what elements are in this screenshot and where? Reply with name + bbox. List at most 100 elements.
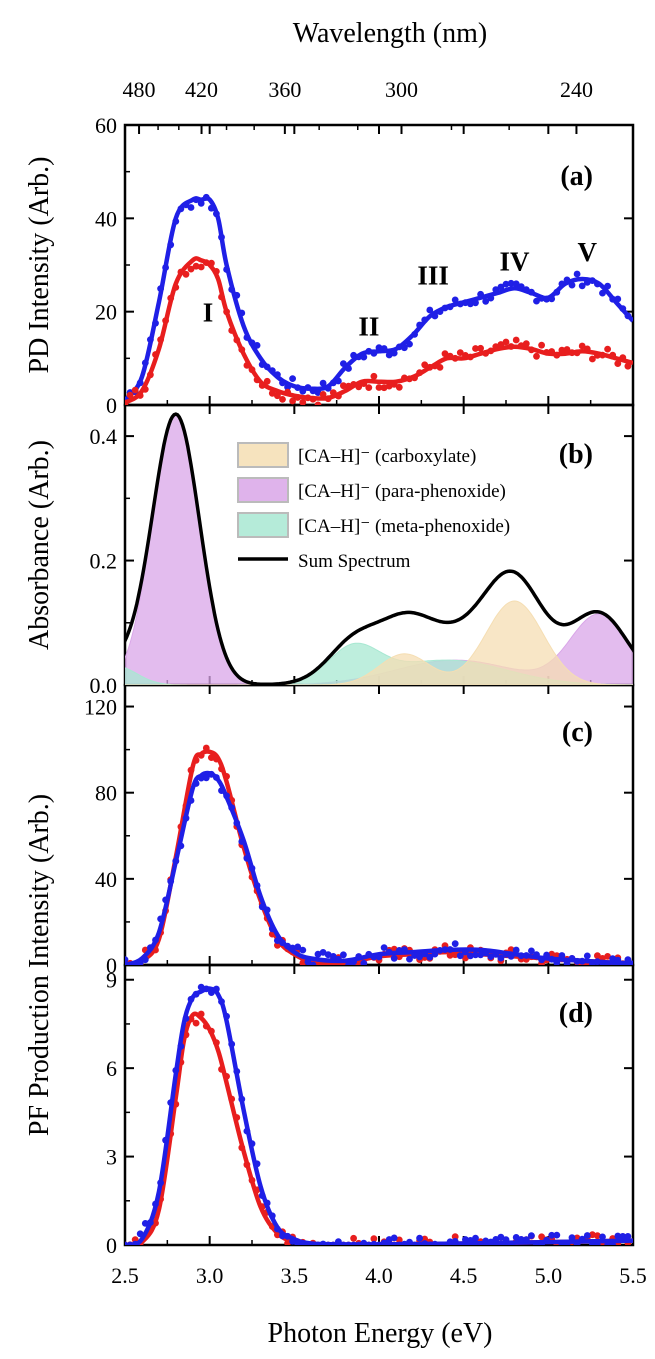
y-tick-label: 3 — [106, 1145, 117, 1170]
blue-data-point — [192, 196, 200, 204]
blue-data-point — [177, 205, 185, 213]
red-data-point — [390, 381, 398, 388]
blue-data-point — [589, 277, 596, 284]
blue-data-point — [380, 345, 388, 352]
blue-data-point — [365, 1241, 373, 1245]
y-tick-label: 0.2 — [90, 549, 118, 574]
red-data-point — [202, 744, 210, 752]
blue-data-point — [126, 961, 134, 965]
blue-data-point — [177, 1042, 185, 1050]
blue-data-point — [304, 958, 312, 965]
top-tick-label: 360 — [268, 77, 301, 102]
blue-data-point — [512, 946, 520, 954]
blue-data-point — [157, 915, 165, 923]
blue-data-point — [436, 947, 444, 954]
blue-data-point — [157, 285, 165, 292]
blue-data-point — [243, 1127, 251, 1135]
red-data-point — [253, 376, 261, 384]
blue-data-point — [284, 383, 291, 391]
blue-data-point — [162, 264, 170, 271]
blue-data-point — [614, 295, 622, 303]
peak-label-IV: IV — [499, 246, 530, 276]
blue-data-point — [253, 342, 261, 349]
blue-data-point — [441, 946, 449, 953]
legend-label-3: Sum Spectrum — [298, 551, 411, 572]
red-data-point — [517, 342, 525, 350]
blue-data-point — [395, 1241, 403, 1245]
blue-data-point — [568, 281, 576, 289]
blue-data-point — [238, 1095, 246, 1103]
y-tick-label: 0.0 — [90, 673, 118, 698]
blue-data-point — [502, 1236, 510, 1244]
blue-data-point — [497, 954, 505, 962]
blue-data-point — [609, 1241, 617, 1245]
blue-data-point — [441, 1241, 449, 1245]
blue-data-point — [578, 1235, 586, 1243]
blue-data-point — [274, 937, 281, 944]
blue-data-point — [548, 1231, 556, 1239]
blue-data-point — [609, 295, 617, 303]
panel-b-components — [125, 412, 633, 685]
blue-data-point — [172, 1067, 180, 1074]
red-data-point — [451, 1233, 459, 1241]
blue-data-point — [126, 1241, 134, 1245]
blue-data-point — [335, 1238, 342, 1245]
blue-data-point — [624, 956, 632, 964]
blue-data-point — [253, 1160, 261, 1168]
red-data-point — [218, 293, 225, 301]
blue-data-point — [472, 951, 479, 959]
blue-data-point — [162, 896, 170, 904]
blue-data-point — [416, 321, 423, 329]
y-tick-label: 80 — [95, 781, 117, 806]
blue-data-point — [385, 948, 393, 956]
blue-data-point — [192, 780, 200, 787]
red-data-point — [406, 375, 413, 383]
blue-data-point — [446, 303, 454, 311]
red-data-point — [441, 350, 449, 358]
red-data-point — [279, 396, 286, 403]
x-tick-label: 5.5 — [619, 1263, 647, 1288]
blue-data-point — [482, 298, 490, 305]
blue-data-point — [477, 1241, 484, 1245]
red-data-point — [401, 374, 408, 382]
blue-data-point — [380, 944, 388, 951]
blue-data-point — [360, 353, 368, 361]
blue-data-point — [380, 1239, 388, 1245]
red-data-point — [187, 265, 195, 273]
blue-data-point — [208, 989, 215, 996]
red-data-point — [431, 362, 439, 370]
red-data-point — [182, 1031, 190, 1039]
blue-data-point — [553, 288, 561, 296]
blue-data-point — [350, 958, 357, 965]
red-data-point — [233, 336, 241, 344]
blue-data-point — [136, 1230, 144, 1238]
blue-data-point — [563, 276, 571, 284]
blue-data-point — [238, 838, 246, 845]
blue-fit-line — [125, 986, 633, 1245]
red-data-point — [619, 354, 627, 362]
blue-data-point — [218, 233, 225, 241]
blue-data-point — [335, 377, 342, 385]
blue-data-point — [309, 961, 317, 965]
blue-data-point — [614, 1232, 622, 1240]
y-tick-label: 9 — [106, 968, 117, 993]
blue-data-point — [125, 956, 129, 963]
blue-data-point — [202, 774, 210, 782]
red-data-point — [395, 1236, 403, 1244]
legend-label-0: [CA–H]⁻ (carboxylate) — [298, 446, 476, 467]
blue-data-point — [263, 1199, 271, 1207]
blue-data-point — [573, 957, 581, 965]
blue-data-point — [436, 1241, 444, 1245]
blue-data-point — [136, 379, 144, 387]
blue-data-point — [411, 331, 418, 338]
blue-data-point — [583, 279, 591, 286]
red-data-point — [213, 1039, 220, 1046]
blue-data-point — [289, 944, 296, 952]
blue-data-point — [152, 319, 159, 327]
red-data-point — [416, 369, 423, 377]
blue-data-point — [243, 854, 251, 862]
red-data-point — [360, 380, 368, 387]
blue-data-point — [578, 282, 586, 290]
blue-data-point — [390, 954, 398, 962]
